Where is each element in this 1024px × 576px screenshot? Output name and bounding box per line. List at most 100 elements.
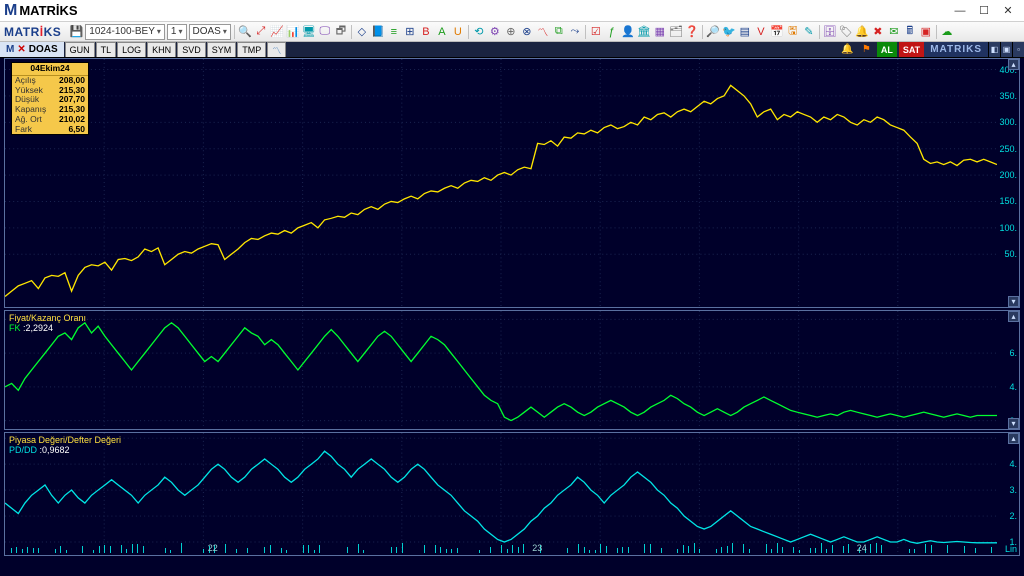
minimize-icon[interactable]: — — [954, 5, 966, 17]
flag-icon[interactable]: ⚑ — [858, 42, 875, 57]
toolbar-icon[interactable]: 🔎 — [706, 25, 720, 39]
toolbar-icon[interactable]: ✖ — [871, 25, 885, 39]
scroll-down-icon[interactable]: ▾ — [1008, 296, 1019, 307]
timeframe-tab[interactable]: LOG — [117, 42, 146, 57]
pe-ratio-pane[interactable]: Fiyat/Kazanç Oranı FK :2,2924 2.4.6.8. ▴… — [4, 310, 1020, 430]
timeframe-tab[interactable]: SVD — [177, 42, 206, 57]
symbol-badge[interactable]: M✕DOAS — [0, 42, 64, 57]
alert-icon[interactable]: 🔔 — [837, 42, 857, 57]
axis-tick: 300. — [999, 117, 1017, 127]
layout-select[interactable]: 1024-100-BEY▾ — [85, 24, 165, 40]
toolbar-icon[interactable]: ✉ — [887, 25, 901, 39]
toolbar-icon[interactable]: 📘 — [371, 25, 385, 39]
axis-tick: 150. — [999, 196, 1017, 206]
brand-label: MATRİKS — [4, 25, 61, 39]
axis-tick: 6. — [1009, 348, 1017, 358]
toolbar-icon[interactable]: ⧉ — [552, 25, 566, 39]
toolbar-icon[interactable]: 📊 — [286, 25, 300, 39]
toolbar-icon[interactable]: 🔔 — [855, 25, 869, 39]
toolbar-icon[interactable]: ⚙ — [488, 25, 502, 39]
toolbar-icon[interactable]: ⤳ — [568, 25, 582, 39]
toolbar-icon[interactable]: 🖩 — [903, 25, 917, 39]
toolbar-icon[interactable]: ƒ — [605, 25, 619, 39]
main-toolbar: MATRİKS 💾 1024-100-BEY▾ 1▾ DOAS▾ 🔍⤢📈📊🖥🖵🗗… — [0, 22, 1024, 42]
scroll-up-icon[interactable]: ▴ — [1008, 311, 1019, 322]
toolbar-icon[interactable]: 📅 — [770, 25, 784, 39]
toolbar-icon[interactable]: 🔍 — [238, 25, 252, 39]
axis-tick: 4. — [1009, 382, 1017, 392]
toolbar-icon[interactable]: U — [451, 25, 465, 39]
toolbar-icon[interactable]: 🖥 — [302, 25, 316, 39]
toolbar-icon[interactable]: 🗗 — [334, 25, 348, 39]
toolbar-icon[interactable]: ⊕ — [504, 25, 518, 39]
toolbar-icon[interactable]: ⟲ — [472, 25, 486, 39]
timeframe-tab[interactable]: SYM — [207, 42, 237, 57]
price-pane[interactable]: 04Ekim24 Açılış208,00Yüksek215,30Düşük20… — [4, 58, 1020, 308]
toolbar-icon[interactable]: 🖫 — [786, 25, 800, 39]
toolbar-icon[interactable]: ⤢ — [254, 25, 268, 39]
pane-max-icon[interactable]: ▣ — [1000, 42, 1012, 57]
window-title: MATRİKS — [19, 3, 77, 18]
toolbar-icon[interactable]: A — [435, 25, 449, 39]
pb-title: Piyasa Değeri/Defter Değeri PD/DD :0,968… — [9, 435, 121, 455]
close-icon[interactable]: ✕ — [1002, 5, 1014, 17]
buy-button[interactable]: AL — [877, 42, 897, 57]
timeframe-tab[interactable]: TMP — [237, 42, 266, 57]
toolbar-icon[interactable]: 🗄 — [823, 25, 837, 39]
year-label: 22 — [208, 543, 218, 553]
ohlc-date: 04Ekim24 — [12, 63, 88, 76]
pe-title: Fiyat/Kazanç Oranı FK :2,2924 — [9, 313, 86, 333]
ohlc-box: 04Ekim24 Açılış208,00Yüksek215,30Düşük20… — [11, 62, 89, 135]
timeframe-tab[interactable]: TL — [96, 42, 117, 57]
timeframe-tab[interactable]: GUN — [65, 42, 95, 57]
toolbar-icon[interactable]: 🏷 — [839, 25, 853, 39]
pane-min-icon[interactable]: ◧ — [988, 42, 1000, 57]
maximize-icon[interactable]: ☐ — [978, 5, 990, 17]
toolbar-icon[interactable]: V — [754, 25, 768, 39]
year-label: 23 — [532, 543, 542, 553]
pb-ratio-pane[interactable]: Piyasa Değeri/Defter Değeri PD/DD :0,968… — [4, 432, 1020, 556]
axis-tick: 350. — [999, 91, 1017, 101]
axis-tick: 2. — [1009, 511, 1017, 521]
toolbar-icon[interactable]: ⊗ — [520, 25, 534, 39]
toolbar-icon[interactable]: 📈 — [270, 25, 284, 39]
toolbar-icon[interactable]: 〽 — [536, 25, 550, 39]
toolbar-icon[interactable]: B — [419, 25, 433, 39]
window-titlebar: M MATRİKS — ☐ ✕ — [0, 0, 1024, 22]
scroll-down-icon[interactable]: ▾ — [1008, 418, 1019, 429]
toolbar-icon[interactable]: 👤 — [621, 25, 635, 39]
toolbar-icon[interactable]: ≡ — [387, 25, 401, 39]
scroll-up-icon[interactable]: ▴ — [1008, 433, 1019, 444]
symbol-select[interactable]: DOAS▾ — [189, 24, 231, 40]
toolbar-icon[interactable]: ▦ — [653, 25, 667, 39]
ohlc-row: Fark6,50 — [12, 125, 88, 135]
toolbar-icon[interactable]: ☁ — [940, 25, 954, 39]
pane-close-icon[interactable]: ▫ — [1012, 42, 1024, 57]
toolbar-icon[interactable]: 🏛 — [637, 25, 651, 39]
toolbar-icon[interactable]: ▤ — [738, 25, 752, 39]
tab-more-icon[interactable]: 〽 — [267, 42, 286, 57]
toolbar-icon[interactable]: ☑ — [589, 25, 603, 39]
toolbar-icon[interactable]: ▣ — [919, 25, 933, 39]
axis-tick: 200. — [999, 170, 1017, 180]
axis-tick: 50. — [1004, 249, 1017, 259]
toolbar-icon[interactable]: 🗂 — [669, 25, 683, 39]
sell-button[interactable]: SAT — [899, 42, 924, 57]
toolbar-icon[interactable]: ❓ — [685, 25, 699, 39]
volume-ticks — [5, 541, 997, 553]
year-label: 24 — [857, 543, 867, 553]
toolbar-icon[interactable]: ⊞ — [403, 25, 417, 39]
period-select[interactable]: 1▾ — [167, 24, 187, 40]
axis-tick: 100. — [999, 223, 1017, 233]
axis-tick: 4. — [1009, 459, 1017, 469]
toolbar-icon[interactable]: ✎ — [802, 25, 816, 39]
chart-area: 04Ekim24 Açılış208,00Yüksek215,30Düşük20… — [0, 58, 1024, 576]
app-logo: M MATRİKS — [4, 2, 78, 20]
toolbar-icon[interactable]: ◇ — [355, 25, 369, 39]
toolbar-icon[interactable]: 🐦 — [722, 25, 736, 39]
scroll-up-icon[interactable]: ▴ — [1008, 59, 1019, 70]
save-icon[interactable]: 💾 — [69, 25, 83, 39]
axis-tick: 250. — [999, 144, 1017, 154]
toolbar-icon[interactable]: 🖵 — [318, 25, 332, 39]
timeframe-tab[interactable]: KHN — [147, 42, 176, 57]
